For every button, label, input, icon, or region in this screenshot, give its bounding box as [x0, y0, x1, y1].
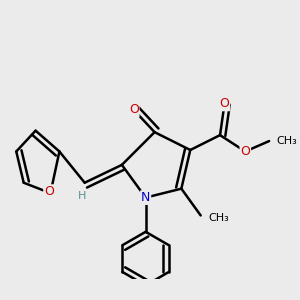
- Text: O: O: [240, 145, 250, 158]
- Text: O: O: [44, 185, 54, 198]
- Text: CH₃: CH₃: [208, 213, 229, 224]
- Text: O: O: [220, 98, 230, 110]
- Text: N: N: [141, 191, 150, 204]
- Text: CH₃: CH₃: [277, 136, 297, 146]
- Text: O: O: [129, 103, 139, 116]
- Text: H: H: [78, 191, 86, 201]
